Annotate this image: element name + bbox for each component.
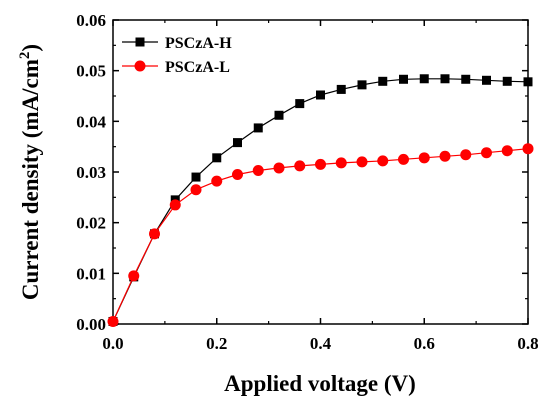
data-point-pscza-l bbox=[211, 175, 223, 187]
x-tick-label: 0.8 bbox=[517, 334, 538, 353]
y-tick-label: 0.02 bbox=[76, 214, 106, 233]
data-point-pscza-l bbox=[190, 184, 202, 196]
x-tick-label: 0.4 bbox=[310, 334, 332, 353]
data-point-pscza-l bbox=[356, 156, 368, 168]
data-point-pscza-l bbox=[107, 315, 119, 327]
y-axis-title-close: ) bbox=[18, 44, 43, 52]
legend-label-pscza-h: PSCzA-H bbox=[165, 35, 232, 52]
series-layer bbox=[107, 74, 534, 327]
y-tick-label: 0.06 bbox=[76, 11, 106, 30]
data-point-pscza-l bbox=[460, 149, 472, 161]
data-point-pscza-h bbox=[233, 138, 242, 148]
y-axis-title-main: Current density (mA/cm bbox=[18, 59, 43, 300]
data-point-pscza-l bbox=[335, 157, 347, 169]
data-point-pscza-h bbox=[419, 74, 429, 84]
data-point-pscza-l bbox=[149, 228, 160, 240]
data-point-pscza-l bbox=[439, 150, 451, 162]
axis-ticks: 0.0 0.2 0.4 0.6 0.8 0.00 0.01 0.02 0.03 0.04 0.05 0… bbox=[76, 11, 538, 353]
legend-marker-pscza-l bbox=[134, 60, 146, 72]
data-point-pscza-h bbox=[399, 74, 408, 84]
data-point-pscza-l bbox=[418, 152, 430, 164]
data-point-pscza-h bbox=[212, 153, 222, 163]
data-point-pscza-h bbox=[461, 74, 471, 84]
data-point-pscza-h bbox=[191, 172, 201, 182]
x-axis-title: Applied voltage (V) bbox=[224, 371, 416, 396]
data-point-pscza-h bbox=[378, 76, 388, 86]
data-point-pscza-h bbox=[357, 80, 367, 90]
x-tick-label: 0.2 bbox=[206, 334, 227, 353]
data-point-pscza-h bbox=[440, 74, 450, 84]
legend-label-pscza-l: PSCzA-L bbox=[165, 59, 230, 76]
y-tick-label: 0.01 bbox=[76, 264, 106, 283]
series-line-pscza-l bbox=[112, 148, 529, 322]
legend-marker-pscza-h bbox=[135, 37, 145, 47]
data-point-pscza-l bbox=[232, 169, 243, 181]
y-tick-label: 0.05 bbox=[76, 62, 106, 81]
data-point-pscza-l bbox=[273, 162, 285, 174]
y-tick-label: 0.03 bbox=[76, 163, 106, 182]
y-tick-label: 0.00 bbox=[76, 315, 106, 334]
data-point-pscza-h bbox=[253, 123, 263, 133]
y-axis-title-superscript: 2 bbox=[17, 52, 33, 60]
data-point-pscza-h bbox=[274, 110, 284, 120]
data-point-pscza-h bbox=[336, 84, 346, 94]
data-point-pscza-l bbox=[315, 158, 326, 170]
data-point-pscza-l bbox=[128, 270, 140, 282]
x-tick-label: 0.0 bbox=[102, 334, 123, 353]
x-tick-label: 0.6 bbox=[414, 334, 435, 353]
data-point-pscza-h bbox=[523, 77, 533, 87]
data-point-pscza-l bbox=[398, 153, 409, 165]
y-axis-title: Current density (mA/cm2) bbox=[17, 44, 43, 300]
data-point-pscza-h bbox=[482, 75, 491, 85]
data-point-pscza-l bbox=[294, 160, 306, 172]
data-point-pscza-l bbox=[501, 145, 513, 157]
data-point-pscza-h bbox=[295, 99, 305, 109]
data-point-pscza-l bbox=[481, 147, 492, 159]
data-point-pscza-l bbox=[377, 155, 389, 167]
data-point-pscza-l bbox=[522, 143, 534, 155]
data-point-pscza-h bbox=[502, 76, 512, 86]
data-point-pscza-l bbox=[252, 164, 264, 176]
y-tick-label: 0.04 bbox=[76, 112, 106, 131]
legend: PSCzA-H PSCzA-L bbox=[122, 35, 232, 76]
data-point-pscza-l bbox=[169, 199, 181, 211]
data-point-pscza-h bbox=[316, 90, 325, 100]
